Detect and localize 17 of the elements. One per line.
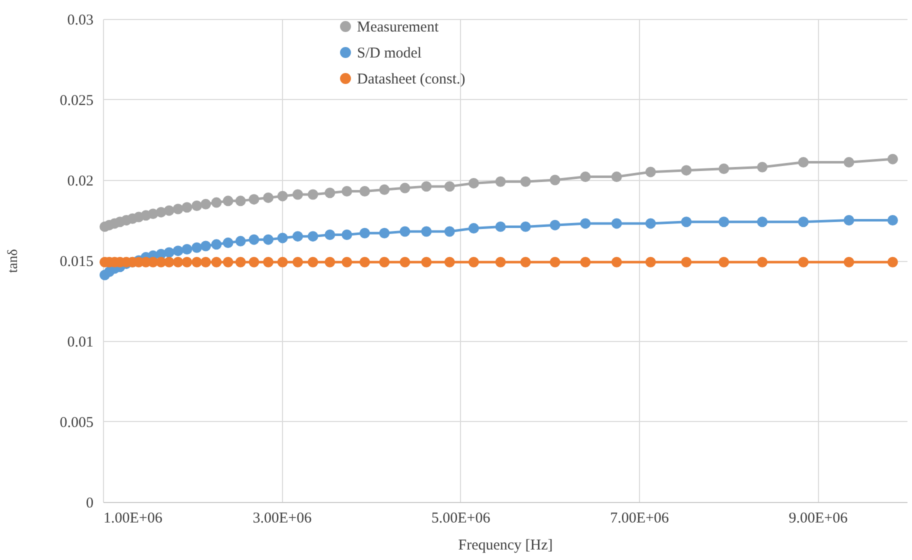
x-axis-title: Frequency [Hz] [458,538,553,554]
y-tick-label: 0.02 [67,174,94,190]
x-tick-label: 7.00E+06 [610,510,670,526]
y-axis-title: tanδ [6,248,21,273]
x-tick-label: 1.00E+06 [104,510,163,526]
y-tick-label: 0.03 [67,12,94,28]
y-tick-label: 0.01 [67,334,94,350]
x-tick-label: 9.00E+06 [788,510,848,526]
y-tick-label: 0.025 [60,93,94,109]
x-tick-label: 5.00E+06 [431,510,491,526]
legend-label: Datasheet (const.) [357,72,466,88]
legend-label: Measurement [357,20,440,36]
y-tick-label: 0 [86,496,94,512]
x-tick-label: 3.00E+06 [252,510,312,526]
y-tick-label: 0.005 [60,415,94,431]
y-tick-label: 0.015 [60,254,94,270]
legend-label: S/D model [357,46,422,62]
